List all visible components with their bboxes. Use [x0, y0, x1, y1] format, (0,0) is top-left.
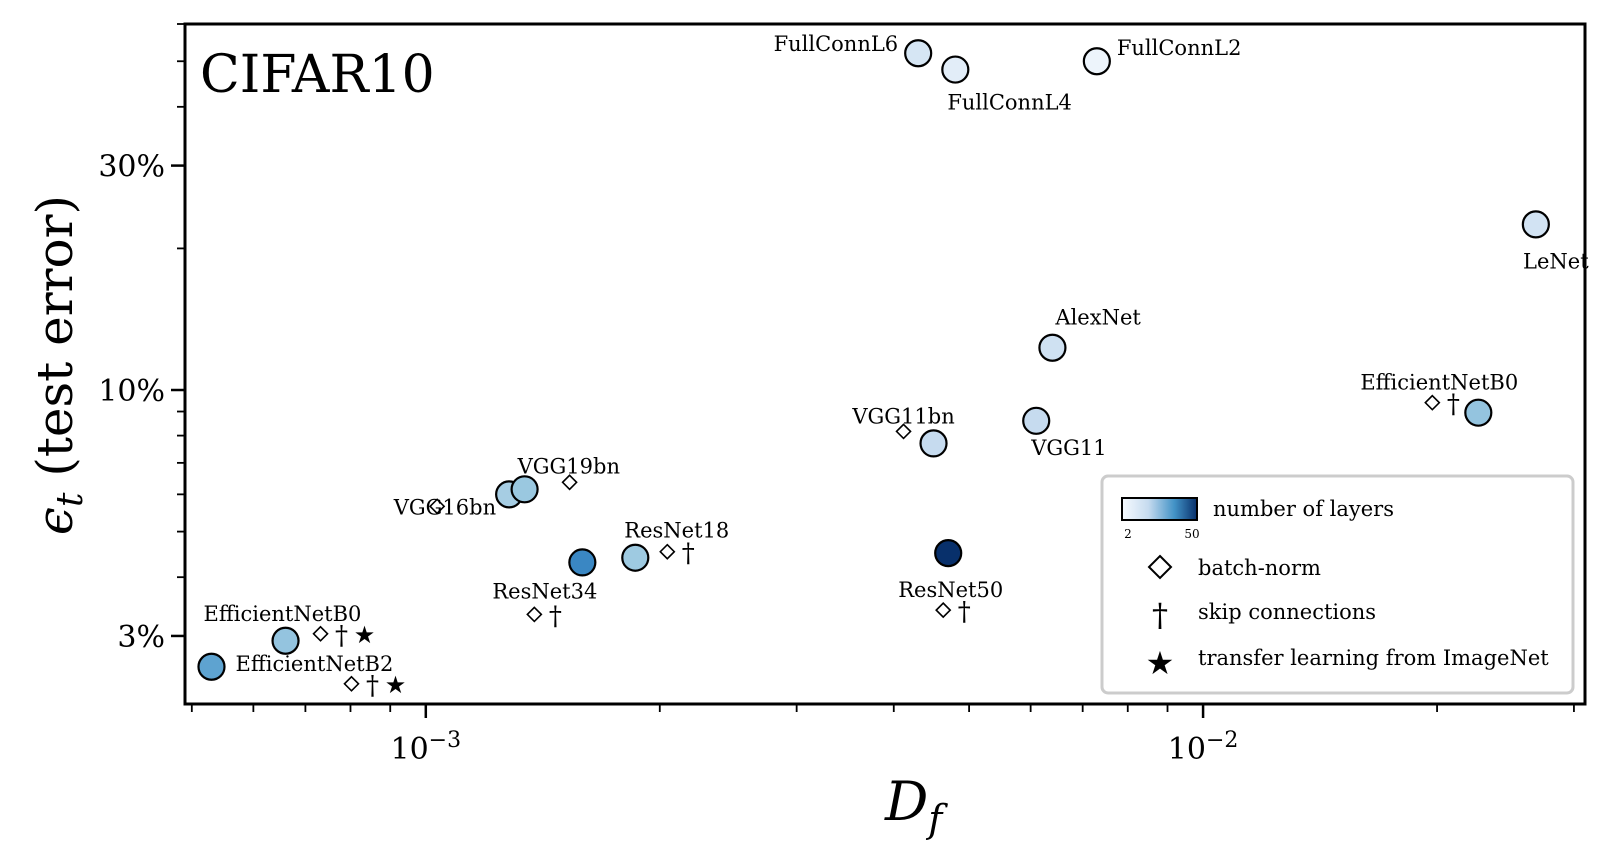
legend-label-layers: number of layers [1213, 497, 1394, 521]
skip-dagger-icon: † [366, 671, 379, 701]
point-label: ResNet34 [492, 579, 597, 603]
batchnorm-diamond-icon [312, 625, 329, 642]
data-point [271, 626, 300, 655]
point-label: FullConnL6 [774, 32, 899, 56]
point-label: LeNet [1523, 249, 1589, 273]
transfer-star-icon: ★ [385, 671, 407, 699]
skip-dagger-icon: † [335, 621, 348, 651]
transfer-star-icon: ★ [354, 621, 376, 649]
panel-title: CIFAR10 [200, 45, 435, 105]
data-point [1521, 210, 1550, 239]
legend-label-skip: skip connections [1198, 600, 1376, 624]
point-label: VGG11 [1030, 436, 1106, 460]
batchnorm-diamond-icon [429, 498, 446, 515]
colorbar-max-label: 50 [1184, 527, 1199, 541]
legend-label-transfer: transfer learning from ImageNet [1198, 646, 1549, 670]
y-tick-label: 3% [117, 620, 165, 655]
skip-dagger-icon: † [682, 539, 695, 569]
data-points: FullConnL6 FullConnL4 FullConnL2 LeNet AlexN… [197, 32, 1589, 701]
plot-frame [183, 22, 1587, 706]
point-label: VGG16bn [393, 495, 496, 519]
legend-diamond-icon [1147, 554, 1173, 580]
skip-dagger-icon: † [549, 601, 562, 631]
point-label: ResNet18 [624, 519, 729, 543]
data-point [510, 475, 539, 504]
data-point [1038, 333, 1067, 362]
data-point [568, 548, 597, 577]
batchnorm-diamond-icon [895, 423, 912, 440]
point-label: VGG19bn [517, 454, 620, 478]
legend-box [1100, 474, 1575, 695]
skip-dagger-icon: † [1447, 390, 1460, 420]
point-label: ResNet50 [898, 578, 1003, 602]
batchnorm-diamond-icon [1424, 394, 1441, 411]
data-point [919, 429, 948, 458]
legend: 2 50 number of layers batch-norm † skip … [1100, 474, 1575, 695]
point-label: EfficientNetB2 [235, 652, 393, 676]
point-label: VGG11bn [851, 404, 954, 428]
data-point [941, 55, 970, 84]
batchnorm-diamond-icon [935, 601, 952, 619]
skip-dagger-icon: † [958, 597, 971, 627]
data-point [934, 539, 963, 568]
legend-dagger-icon: † [1152, 596, 1168, 634]
x-axis-label: Df [884, 770, 948, 841]
x-tick-label: 10−3 [390, 728, 461, 767]
y-tick-label: 30% [98, 150, 165, 185]
y-tick-label: 10% [98, 374, 165, 409]
legend-star-icon: ★ [1146, 644, 1175, 682]
data-point [904, 39, 933, 68]
colorbar-min-label: 2 [1124, 527, 1132, 541]
legend-label-batchnorm: batch-norm [1198, 556, 1321, 580]
colorbar-swatch [1121, 497, 1198, 521]
x-tick-label: 10−2 [1168, 728, 1239, 767]
data-point [621, 543, 650, 572]
point-label: AlexNet [1054, 306, 1141, 330]
point-label: EfficientNetB0 [1360, 371, 1518, 395]
point-label: FullConnL4 [947, 91, 1072, 115]
batchnorm-diamond-icon [526, 606, 543, 623]
point-label: EfficientNetB0 [204, 602, 362, 626]
data-point [1082, 47, 1111, 76]
svg-text:ϵt (test error): ϵt (test error) [26, 195, 91, 535]
data-point [197, 652, 226, 681]
point-label: FullConnL2 [1117, 36, 1242, 60]
y-axis-label: ϵt (test error) [26, 195, 91, 535]
data-point [1022, 406, 1051, 435]
batchnorm-diamond-icon [561, 474, 578, 491]
axis-ticks: 10−3 10−2 3% 10% 30% [98, 23, 1575, 767]
batchnorm-diamond-icon [659, 543, 676, 560]
data-point [1464, 398, 1493, 427]
batchnorm-diamond-icon [343, 675, 360, 692]
